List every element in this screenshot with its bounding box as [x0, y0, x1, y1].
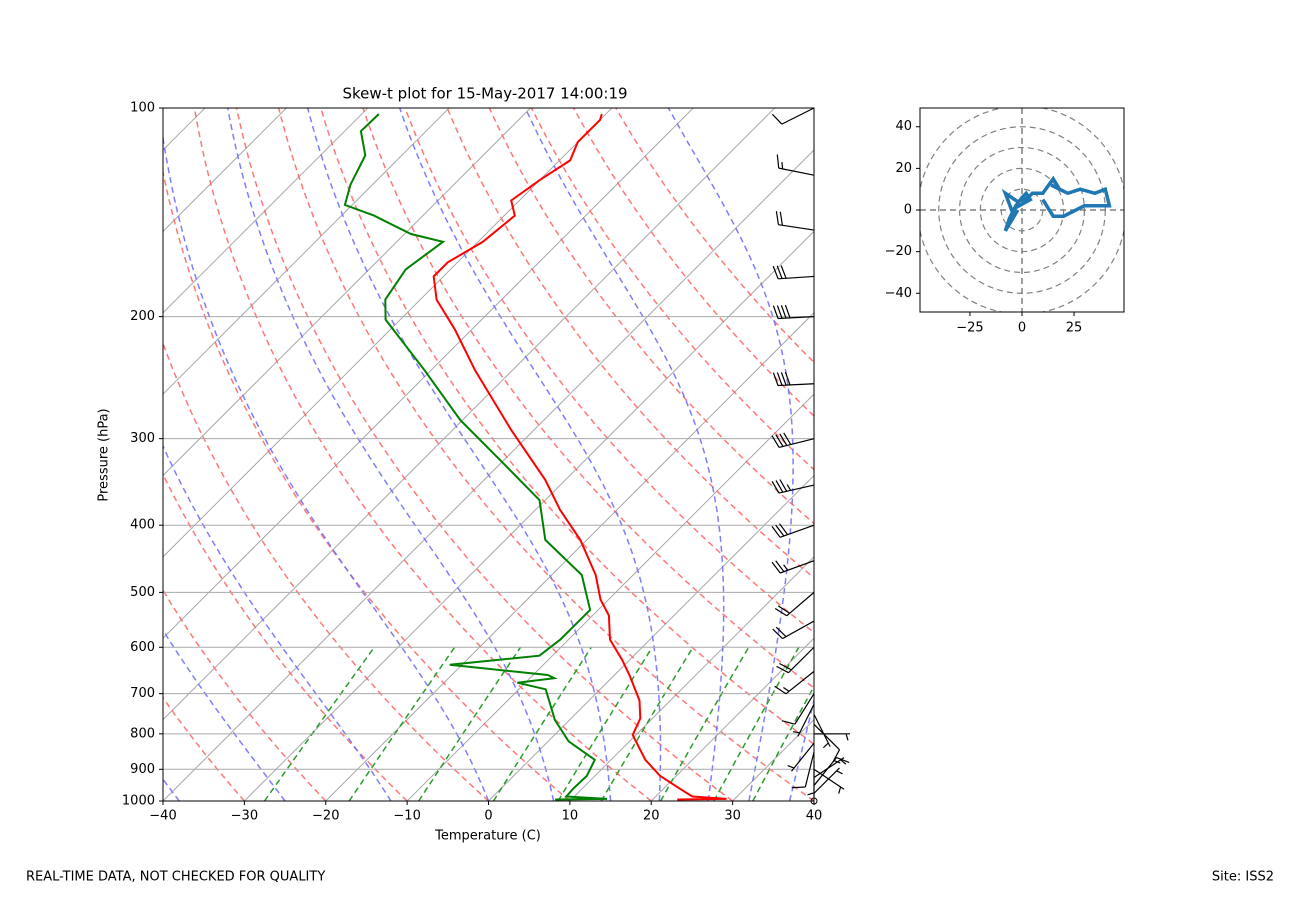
- y-tick-label: −40: [885, 286, 912, 301]
- x-tick-label: 40: [806, 809, 823, 824]
- x-tick-label: −25: [956, 321, 983, 336]
- x-tick-label: 20: [643, 809, 660, 824]
- y-tick-label: 700: [130, 686, 155, 701]
- y-tick-label: 400: [130, 518, 155, 533]
- chart-title: Skew-t plot for 15-May-2017 14:00:19: [342, 85, 627, 103]
- x-tick-label: 30: [724, 809, 741, 824]
- y-tick-label: 500: [130, 585, 155, 600]
- y-tick-label: 40: [895, 119, 912, 134]
- y-tick-label: 0: [904, 203, 912, 218]
- x-tick-label: −10: [393, 809, 420, 824]
- y-tick-label: 20: [895, 161, 912, 176]
- x-tick-label: 0: [484, 809, 492, 824]
- x-tick-label: −40: [149, 809, 176, 824]
- x-tick-label: −30: [231, 809, 258, 824]
- y-tick-label: 1000: [122, 794, 155, 809]
- y-tick-label: 100: [130, 101, 155, 116]
- x-tick-label: −20: [312, 809, 339, 824]
- x-tick-label: 25: [1066, 321, 1083, 336]
- y-axis-label: Pressure (hPa): [97, 408, 112, 501]
- y-tick-label: −20: [885, 244, 912, 259]
- y-tick-label: 900: [130, 762, 155, 777]
- y-tick-label: 300: [130, 431, 155, 446]
- y-tick-label: 600: [130, 640, 155, 655]
- x-axis-label: Temperature (C): [434, 829, 541, 844]
- footer-right: Site: ISS2: [1212, 870, 1274, 885]
- footer-left: REAL-TIME DATA, NOT CHECKED FOR QUALITY: [26, 870, 325, 885]
- x-tick-label: 10: [562, 809, 579, 824]
- y-tick-label: 800: [130, 726, 155, 741]
- x-tick-label: 0: [1018, 321, 1026, 336]
- y-tick-label: 200: [130, 309, 155, 324]
